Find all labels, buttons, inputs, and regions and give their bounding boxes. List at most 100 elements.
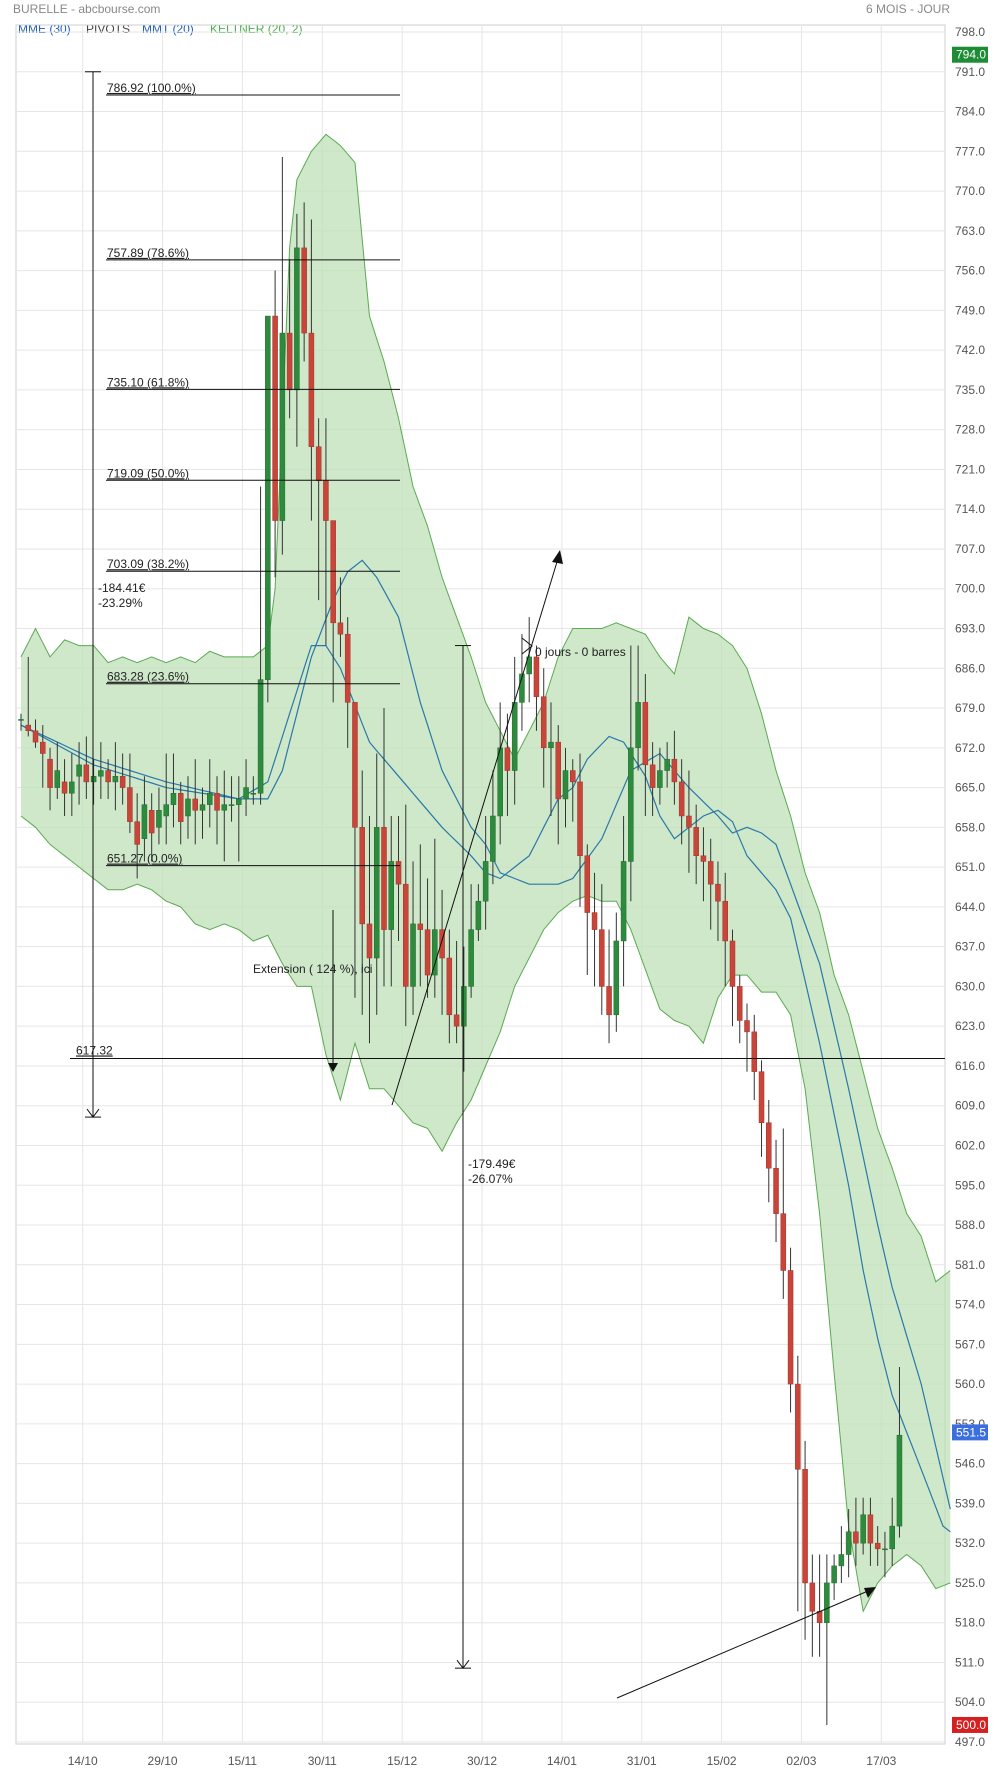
candle-body-83 — [620, 861, 627, 942]
candle-body-5 — [54, 770, 61, 788]
trend-arrow-up-line — [391, 551, 561, 1106]
candle-body-121 — [896, 1434, 903, 1527]
candle-body-43 — [330, 520, 336, 624]
extension-marker — [328, 1063, 338, 1072]
candle-body-60 — [453, 1014, 460, 1027]
candle-body-99 — [736, 986, 743, 1021]
y-tick-1: 791.0 — [955, 65, 985, 79]
price-badge-last — [952, 1424, 988, 1441]
fib-label-5: 683.28 (23.6%) — [107, 670, 189, 684]
y-tick-2: 784.0 — [955, 105, 985, 119]
candle-body-56 — [424, 929, 431, 976]
candle-body-11 — [98, 770, 104, 777]
candle-body-63 — [475, 900, 482, 930]
indicator-mme-30[interactable]: MME (30) — [18, 22, 71, 36]
candle-body-111 — [824, 1582, 830, 1623]
candle-body-78 — [584, 855, 591, 913]
candle-body-87 — [649, 764, 656, 788]
candle-body-104 — [773, 1167, 779, 1214]
y-tick-18: 672.0 — [955, 741, 985, 755]
candle-body-118 — [874, 1542, 881, 1550]
x-axis: 14/10 29/10 15/11 30/11 15/12 30/12 14/01 31/01… — [68, 1754, 897, 1768]
candle-body-6 — [61, 781, 68, 794]
candlesticks — [18, 156, 903, 1725]
candle-body-115 — [853, 1531, 859, 1544]
extension-label: Extension ( 124 %), ici — [253, 962, 372, 976]
candle-body-97 — [722, 900, 728, 942]
y-tick-20: 658.0 — [955, 820, 985, 834]
candle-body-41 — [315, 446, 322, 482]
support-label: 617.32 — [76, 1043, 113, 1057]
candle-body-108 — [802, 1469, 808, 1584]
y-tick-23: 637.0 — [955, 940, 985, 954]
candle-body-93 — [693, 827, 699, 857]
candle-body-53 — [403, 883, 409, 987]
candle-body-67 — [504, 747, 511, 771]
candle-body-116 — [860, 1514, 866, 1544]
measure-1-amount: -184.41€ — [98, 581, 146, 595]
candle-body-101 — [751, 1031, 758, 1072]
candle-body-110 — [816, 1611, 823, 1623]
y-tick-4: 770.0 — [955, 184, 985, 198]
fib-label-0: 786.92 (100.0%) — [107, 81, 196, 95]
indicator-mmt-20[interactable]: MMT (20) — [142, 22, 194, 36]
x-tick-8: 15/02 — [707, 1754, 737, 1768]
x-tick-10: 17/03 — [866, 1754, 896, 1768]
measure-1-arrow — [86, 1108, 100, 1118]
y-tick-0: 798.0 — [955, 25, 985, 39]
candle-body-54 — [410, 923, 416, 987]
candle-body-52 — [395, 861, 402, 885]
candle-body-51 — [388, 861, 395, 930]
price-badge-low — [952, 1716, 988, 1733]
y-tick-39: 525.0 — [955, 1576, 985, 1590]
trend-arrow-up-head — [552, 550, 563, 564]
x-tick-5: 30/12 — [467, 1754, 497, 1768]
candle-body-22 — [177, 793, 184, 822]
price-badge-high-label: 794.0 — [956, 48, 986, 62]
y-tick-34: 560.0 — [955, 1377, 985, 1391]
indicator-keltner[interactable]: KELTNER (20, 2) — [210, 22, 302, 36]
candle-body-106 — [787, 1270, 794, 1385]
candle-body-27 — [214, 793, 220, 811]
candle-body-20 — [163, 804, 169, 817]
candle-body-74 — [555, 741, 561, 800]
y-tick-29: 595.0 — [955, 1178, 985, 1192]
y-tick-3: 777.0 — [955, 144, 985, 158]
candle-body-66 — [497, 747, 503, 817]
chart-period: 6 MOIS - JOUR — [866, 2, 950, 16]
candle-body-12 — [105, 770, 111, 783]
y-tick-15: 693.0 — [955, 622, 985, 636]
candle-body-44 — [337, 622, 344, 635]
y-tick-19: 665.0 — [955, 781, 985, 795]
candle-body-91 — [678, 781, 685, 817]
x-tick-6: 14/01 — [547, 1754, 577, 1768]
candle-body-13 — [112, 775, 119, 783]
plot-frame — [15, 24, 946, 1745]
candle-body-16 — [134, 821, 140, 845]
y-tick-6: 756.0 — [955, 264, 985, 278]
price-badge-low-label: 500.0 — [956, 1718, 986, 1732]
indicator-pivots[interactable]: PIVOTS — [86, 22, 130, 36]
candle-body-61 — [461, 986, 467, 1027]
candle-body-1 — [25, 724, 32, 732]
candle-body-25 — [199, 804, 206, 811]
candle-body-81 — [606, 986, 612, 1016]
candle-body-98 — [729, 940, 736, 987]
candle-body-55 — [417, 923, 424, 930]
candle-body-42 — [323, 480, 329, 521]
chart-title: BURELLE - abcbourse.com — [13, 2, 160, 16]
candle-body-103 — [766, 1122, 772, 1169]
duration-label: 0 jours - 0 barres — [535, 645, 626, 659]
candle-body-57 — [432, 929, 438, 976]
candle-body-64 — [482, 861, 489, 902]
candle-body-34 — [265, 315, 271, 680]
candle-body-65 — [490, 815, 496, 862]
drawings: 617.32 -184.41€-23.29% -179.49€-26.07% Exte… — [70, 71, 945, 1699]
fibonacci-retracement: 786.92 (100.0%) 757.89 (78.6%) 735.10 (61.… — [106, 81, 400, 867]
y-tick-14: 700.0 — [955, 582, 985, 596]
x-tick-4: 15/12 — [387, 1754, 417, 1768]
candle-body-32 — [250, 793, 257, 795]
candle-body-62 — [468, 929, 474, 987]
candle-body-73 — [548, 741, 554, 749]
